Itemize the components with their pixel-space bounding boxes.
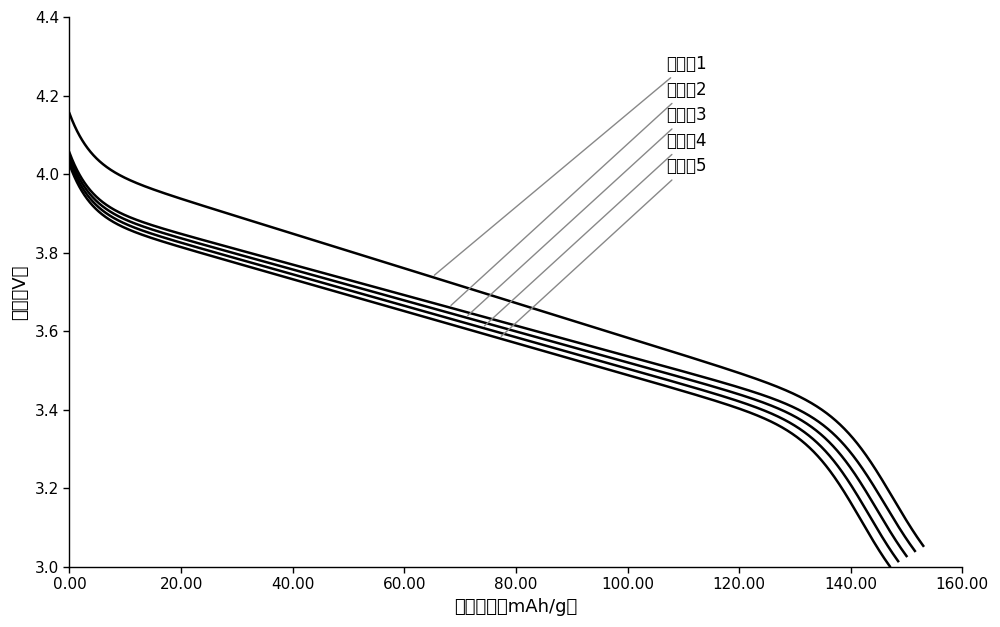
- Text: 实施例4: 实施例4: [484, 132, 707, 326]
- Text: 实施例2: 实施例2: [451, 81, 707, 305]
- Text: 实施例1: 实施例1: [434, 55, 707, 275]
- X-axis label: 放电容量（mAh/g）: 放电容量（mAh/g）: [454, 598, 578, 616]
- Text: 实施例5: 实施例5: [501, 157, 707, 336]
- Text: 实施例3: 实施例3: [468, 107, 707, 315]
- Y-axis label: 电压（V）: 电压（V）: [11, 265, 29, 320]
